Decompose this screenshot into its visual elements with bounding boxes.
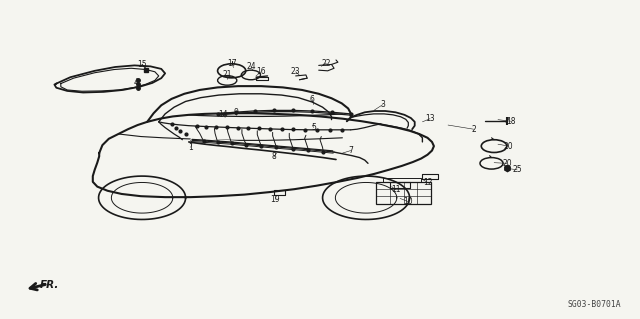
Text: 20: 20 bbox=[502, 159, 512, 168]
Text: 18: 18 bbox=[506, 117, 515, 126]
Text: FR.: FR. bbox=[40, 279, 59, 290]
Text: 22: 22 bbox=[322, 59, 331, 68]
Text: 8: 8 bbox=[271, 152, 276, 161]
Text: 25: 25 bbox=[512, 165, 522, 174]
Text: 13: 13 bbox=[425, 114, 435, 123]
Text: 21: 21 bbox=[223, 70, 232, 79]
Text: 14: 14 bbox=[218, 110, 228, 119]
Text: 17: 17 bbox=[227, 59, 237, 68]
Text: 10: 10 bbox=[403, 197, 413, 206]
Text: 16: 16 bbox=[256, 67, 266, 76]
Text: 20: 20 bbox=[504, 142, 514, 151]
Text: 6: 6 bbox=[310, 95, 315, 104]
Text: 2: 2 bbox=[471, 125, 476, 134]
Text: 19: 19 bbox=[270, 195, 280, 204]
Text: 12: 12 bbox=[423, 178, 432, 187]
Text: SG03-B0701A: SG03-B0701A bbox=[567, 300, 621, 309]
Text: 3: 3 bbox=[380, 100, 385, 109]
Text: 4: 4 bbox=[133, 78, 138, 87]
Text: 15: 15 bbox=[137, 60, 147, 69]
Bar bbox=[376, 182, 431, 204]
Text: 24: 24 bbox=[246, 62, 256, 71]
Text: 1: 1 bbox=[188, 143, 193, 152]
Text: 23: 23 bbox=[291, 67, 301, 76]
Text: 7: 7 bbox=[348, 146, 353, 155]
Text: 9: 9 bbox=[233, 108, 238, 117]
Text: 11: 11 bbox=[391, 185, 400, 194]
Text: 5: 5 bbox=[311, 123, 316, 132]
